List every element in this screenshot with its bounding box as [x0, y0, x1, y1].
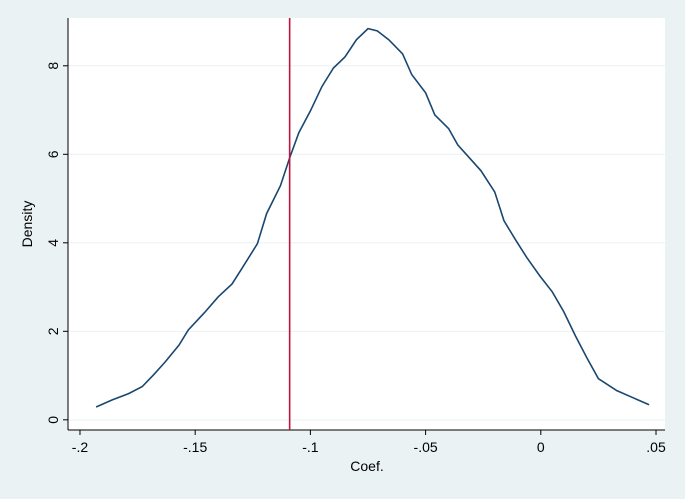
- x-tick-label: -.15: [183, 439, 207, 455]
- x-tick-label: -.05: [414, 439, 438, 455]
- x-tick-label: .05: [646, 439, 666, 455]
- plot-area: [68, 18, 665, 430]
- y-tick-label: 8: [45, 62, 61, 70]
- x-axis-title: Coef.: [350, 458, 383, 474]
- y-tick-label: 4: [45, 239, 61, 247]
- y-tick-label: 6: [45, 150, 61, 158]
- y-axis-title: Density: [19, 201, 35, 248]
- y-tick-label: 2: [45, 327, 61, 335]
- x-tick-label: -.1: [302, 439, 319, 455]
- x-tick-label: -.2: [72, 439, 89, 455]
- x-tick-label: 0: [537, 439, 545, 455]
- density-line: [95, 27, 650, 408]
- y-tick-label: 0: [45, 416, 61, 424]
